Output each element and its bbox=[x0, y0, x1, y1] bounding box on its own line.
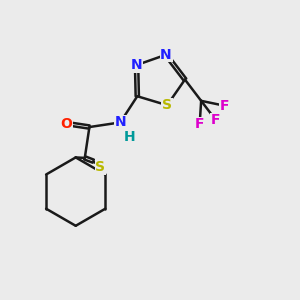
Text: O: O bbox=[60, 116, 72, 130]
Text: N: N bbox=[131, 58, 142, 72]
Text: H: H bbox=[123, 130, 135, 144]
Text: F: F bbox=[211, 113, 221, 127]
Text: F: F bbox=[195, 117, 204, 131]
Text: N: N bbox=[160, 48, 172, 62]
Text: S: S bbox=[162, 98, 172, 112]
Text: S: S bbox=[95, 160, 105, 174]
Text: F: F bbox=[220, 99, 229, 113]
Text: N: N bbox=[115, 116, 126, 129]
